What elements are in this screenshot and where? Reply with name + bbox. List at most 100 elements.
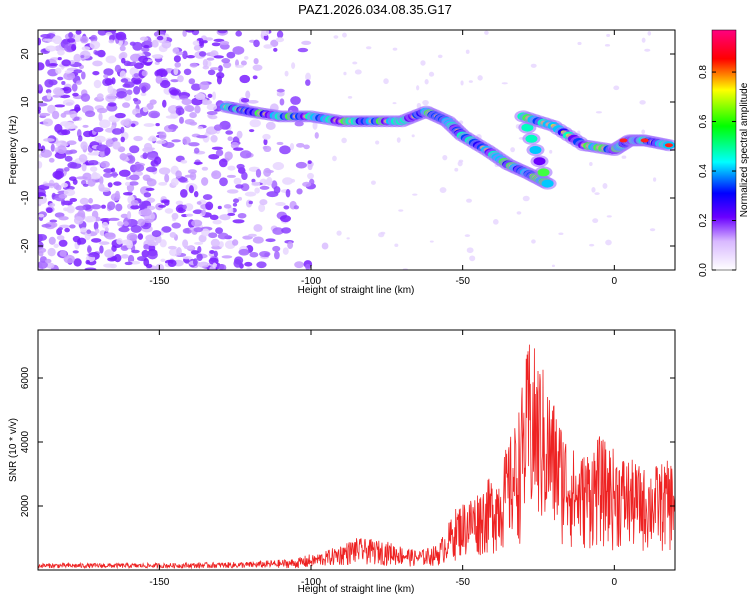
spectrogram-noise-cell [207, 69, 216, 76]
x-tick-label: -100 [301, 276, 321, 287]
spectrogram-noise-cell [263, 179, 273, 185]
spectrogram-noise-cell [219, 40, 230, 46]
spectrogram-noise-cell [45, 89, 52, 94]
spectrogram-noise-cell [272, 227, 284, 235]
spectrogram-noise-cell [531, 239, 536, 244]
spectrogram-noise-cell [147, 136, 158, 142]
spectrogram-noise-cell [140, 92, 147, 97]
spectrogram-noise-cell [530, 63, 537, 68]
spectrogram-noise-cell [84, 110, 96, 118]
colorbar-gradient [711, 29, 737, 271]
spectrogram-noise-cell [73, 216, 84, 225]
spectrogram-noise-cell [184, 203, 194, 211]
spectrogram-noise-cell [180, 159, 188, 164]
spectrogram-noise-cell [38, 62, 45, 71]
spectrogram-noise-cell [227, 212, 236, 216]
spectrogram-noise-cell [239, 74, 251, 84]
spectrogram-noise-cell [305, 263, 311, 270]
colorbar-tick-label: 0.4 [698, 164, 709, 178]
spectrogram-noise-cell [202, 98, 208, 105]
spectrogram-noise-cell [38, 260, 48, 269]
spectrogram-noise-cell [380, 231, 386, 235]
spectrogram-noise-cell [202, 194, 213, 200]
spectrogram-noise-cell [38, 142, 42, 150]
spectrogram-noise-cell [252, 64, 263, 71]
spectrogram-noise-cell [273, 47, 278, 52]
spectrogram-noise-cell [80, 55, 85, 59]
spectrogram-noise-cell [154, 61, 160, 66]
spectrogram-noise-cell [183, 68, 192, 76]
spectrogram-noise-cell [227, 136, 233, 142]
spectrogram-noise-cell [170, 178, 179, 186]
spectrogram-noise-cell [212, 91, 217, 100]
spectrogram-noise-cell [466, 247, 474, 254]
spectrogram-noise-cell [246, 267, 253, 270]
spectrogram-noise-cell [96, 93, 104, 100]
spectrogram-noise-cell [352, 61, 358, 65]
spectrogram-noise-cell [161, 226, 172, 233]
spectrogram-noise-cell [129, 145, 140, 154]
x-tick-label: -150 [149, 276, 169, 287]
spectrogram-noise-cell [263, 167, 272, 177]
spectrogram-noise-cell [549, 149, 553, 154]
spectrogram-noise-cell [198, 51, 207, 57]
spectrogram-noise-cell [302, 181, 312, 187]
spectrogram-noise-cell [221, 58, 231, 64]
spectrogram-noise-cell [115, 203, 123, 212]
spectrogram-noise-cell [177, 75, 184, 83]
spectrogram-noise-cell [63, 110, 75, 115]
spectrogram-noise-cell [469, 255, 476, 262]
spectrogram-noise-cell [163, 199, 170, 206]
spectrogram-noise-cell [184, 245, 195, 250]
spectrogram-noise-cell [244, 261, 253, 267]
spectrogram-noise-cell [211, 170, 222, 180]
spectrogram-noise-cell [182, 255, 192, 260]
spectrogram-noise-cell [52, 170, 64, 180]
spectrogram-noise-cell [75, 30, 82, 35]
spectrogram-noise-cell [46, 262, 55, 269]
spectrogram-noise-cell [210, 238, 220, 247]
spectrogram-noise-cell [130, 199, 139, 206]
spectrogram-noise-cell [43, 138, 55, 142]
spectrogram-noise-cell [73, 69, 83, 74]
spectrogram-noise-cell [154, 156, 162, 165]
spectrogram-noise-cell [79, 197, 89, 205]
spectrogram-noise-cell [223, 61, 232, 69]
spectrogram-noise-cell [124, 261, 133, 266]
spectrogram-noise-cell [194, 241, 204, 245]
spectrogram-noise-cell [182, 228, 190, 234]
spectrogram-noise-cell [589, 161, 593, 167]
spectrogram-noise-cell [180, 188, 188, 198]
spectrogram-noise-cell [120, 254, 129, 259]
spectrogram-noise-cell [138, 55, 149, 63]
spectrogram-noise-cell [93, 221, 99, 231]
spectrogram-noise-cell [130, 224, 142, 233]
spectrogram-noise-cell [101, 204, 106, 209]
spectrogram-noise-cell [66, 140, 77, 146]
spectrogram-noise-cell [280, 215, 291, 223]
snr-xlabel: Height of straight line (km) [298, 584, 415, 595]
ridge-hotspot [640, 138, 649, 143]
spectrogram-noise-cell [213, 38, 225, 42]
spectrogram-noise-cell [69, 176, 77, 181]
spectrogram-noise-cell [484, 30, 489, 35]
spectrogram-noise-cell [396, 137, 401, 143]
spectrogram-noise-cell [192, 209, 204, 215]
spectrogram-noise-cell [287, 241, 294, 249]
colorbar-tick-label: 0.0 [698, 263, 709, 277]
spectrogram-noise-cell [219, 177, 228, 187]
spectrogram-noise-cell [107, 182, 113, 188]
spectrogram-noise-cell [39, 112, 51, 117]
spectrogram-noise-cell [212, 262, 217, 269]
spectrogram-noise-cell [147, 241, 159, 247]
spectrogram-noise-cell [262, 133, 271, 140]
spectrogram-noise-cell [185, 30, 195, 33]
spectrogram-noise-cell [647, 31, 652, 36]
spectrogram-noise-cell [71, 83, 78, 92]
spectrogram-noise-cell [282, 247, 289, 255]
spectrogram-noise-cell [227, 165, 236, 171]
spectrogram-noise-cell [123, 81, 135, 88]
spectrogram-noise-cell [122, 192, 133, 196]
spectrogram-noise-cell [51, 110, 60, 120]
spectrogram-noise-cell [341, 137, 347, 144]
